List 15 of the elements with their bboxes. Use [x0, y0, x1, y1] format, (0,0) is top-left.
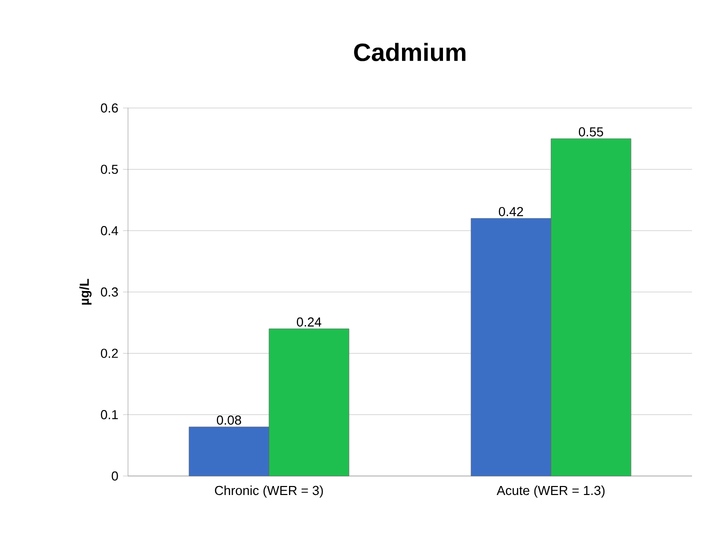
y-axis-title: µg/L — [79, 278, 92, 305]
data-label: 0.24 — [296, 317, 322, 327]
y-tick-label: 0 — [112, 471, 118, 481]
data-label: 0.55 — [578, 127, 604, 136]
y-tick-label: 0.5 — [100, 164, 118, 174]
data-label: 0.08 — [216, 416, 242, 425]
y-tick-label: 0.6 — [100, 103, 118, 113]
y-tick-label: 0.4 — [100, 226, 118, 236]
x-tick-label: Chronic (WER = 3) — [214, 486, 323, 498]
y-tick-label: 0.2 — [100, 348, 118, 358]
x-tick-label: Acute (WER = 1.3) — [496, 486, 605, 498]
y-tick-label: 0.3 — [100, 287, 118, 297]
chart-title: Cadmium — [354, 42, 466, 62]
data-label: 0.42 — [498, 206, 523, 216]
y-tick-label: 0.1 — [100, 410, 118, 420]
